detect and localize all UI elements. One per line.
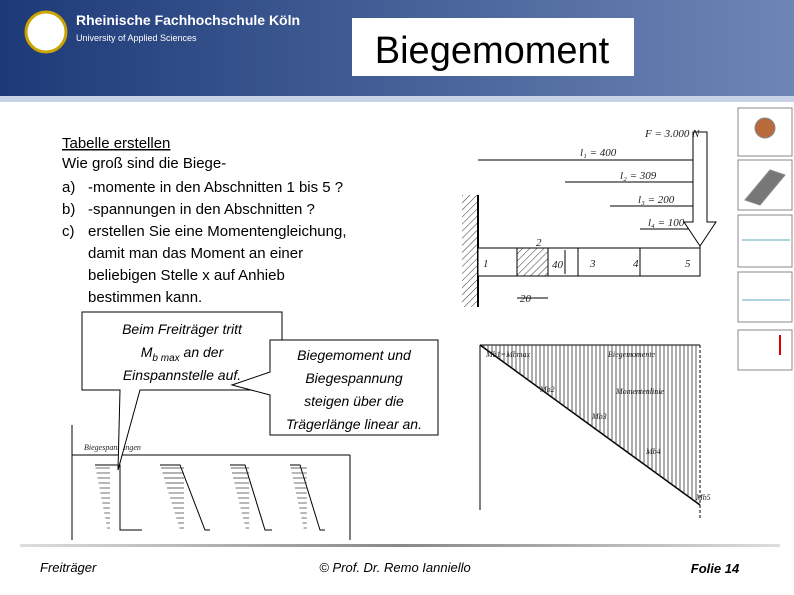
beam xyxy=(477,247,701,277)
footer-rule xyxy=(20,544,780,547)
dim-label: l₁ = 400 xyxy=(580,147,617,159)
footer-left: Freiträger xyxy=(40,560,97,575)
item-text: erstellen Sie eine Momentengleichung, xyxy=(88,223,347,240)
institution-subtitle: University of Applied Sciences xyxy=(76,33,197,43)
title-box xyxy=(352,18,634,76)
footer-right: Folie 14 xyxy=(691,561,740,576)
section-number: 3 xyxy=(589,258,596,270)
callout-text: Biegespannung xyxy=(305,370,403,386)
section-number: 2 xyxy=(536,237,542,249)
moment-line xyxy=(479,344,701,506)
title: Biegemoment xyxy=(375,30,610,72)
moment-label: Mb2 xyxy=(539,385,555,394)
moment-label: Momentenlinie xyxy=(615,387,664,396)
stress-label: Biegespannungen xyxy=(84,443,141,452)
section-number: 4 xyxy=(633,258,639,270)
callout xyxy=(230,339,439,436)
callout-text: Trägerlänge linear an. xyxy=(286,416,422,432)
dim-label: l₄ = 100 xyxy=(648,217,685,229)
heading: Tabelle erstellen xyxy=(62,135,170,152)
moment-label: Mb4 xyxy=(645,447,661,456)
callout-text: Biegemoment und xyxy=(297,347,412,363)
item-marker: b) xyxy=(62,201,75,218)
moment-label: Mb3 xyxy=(591,412,607,421)
header-edge xyxy=(0,96,794,102)
width-label: 20 xyxy=(520,293,532,305)
callout-subscript: b max xyxy=(152,353,180,364)
section-number: 5 xyxy=(685,258,691,270)
callout xyxy=(81,311,283,471)
height-label: 40 xyxy=(552,259,564,271)
section-number: 1 xyxy=(483,258,489,270)
logo xyxy=(24,10,68,54)
callout-symbol: M xyxy=(141,344,153,360)
item-text: beliebigen Stelle x auf Anhieb xyxy=(88,267,285,284)
footer-center: © Prof. Dr. Remo Ianniello xyxy=(319,560,470,575)
moment-hatch xyxy=(483,345,697,503)
item-text: damit man das Moment an einer xyxy=(88,245,303,262)
item-text: -momente in den Abschnitten 1 bis 5 ? xyxy=(88,179,343,196)
institution: Rheinische Fachhochschule Köln xyxy=(76,12,300,28)
dim-label: l₃ = 200 xyxy=(638,194,675,206)
callout-text-part: an der xyxy=(180,344,225,360)
force-arrow xyxy=(683,131,717,247)
callout-text: steigen über die xyxy=(304,393,404,409)
item-text: bestimmen kann. xyxy=(88,289,202,306)
side-icons xyxy=(737,107,793,371)
dim-label: l₂ = 309 xyxy=(620,170,657,182)
beam-section xyxy=(516,247,549,277)
intro: Wie groß sind die Biege- xyxy=(62,155,226,172)
wall xyxy=(462,195,478,307)
moment-label: Biegemomente xyxy=(608,350,656,359)
callout-text: Mb max an der xyxy=(141,344,225,364)
force-label: F = 3.000 N xyxy=(644,128,700,140)
stress-hatch xyxy=(95,467,307,529)
item-marker: c) xyxy=(62,223,75,240)
moment-label: Mb5 xyxy=(695,493,711,502)
stress-frame xyxy=(71,425,351,540)
moment-label: Mb1=Mbmax xyxy=(485,350,531,359)
callout-text: Einspannstelle auf. xyxy=(123,367,241,383)
item-marker: a) xyxy=(62,179,75,196)
item-text: -spannungen in den Abschnitten ? xyxy=(88,201,315,218)
callout-text: Beim Freiträger tritt xyxy=(122,321,243,337)
